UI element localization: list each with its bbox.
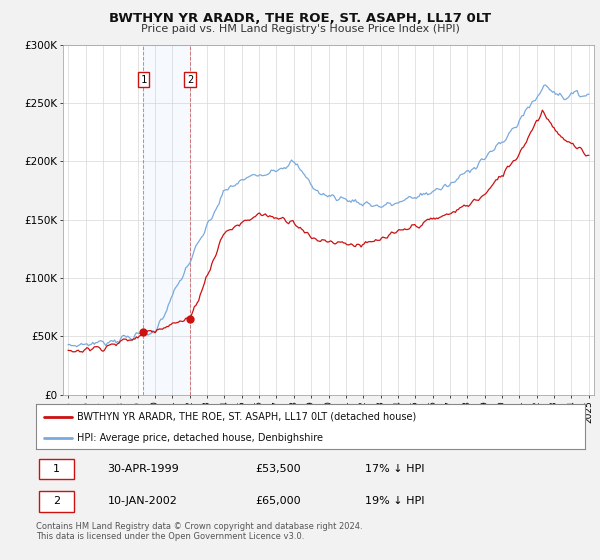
Text: BWTHYN YR ARADR, THE ROE, ST. ASAPH, LL17 0LT (detached house): BWTHYN YR ARADR, THE ROE, ST. ASAPH, LL1… xyxy=(77,412,416,422)
Text: HPI: Average price, detached house, Denbighshire: HPI: Average price, detached house, Denb… xyxy=(77,433,323,443)
FancyBboxPatch shape xyxy=(39,459,74,479)
Text: 2: 2 xyxy=(53,496,60,506)
Text: Contains HM Land Registry data © Crown copyright and database right 2024.
This d: Contains HM Land Registry data © Crown c… xyxy=(36,522,362,542)
Text: 19% ↓ HPI: 19% ↓ HPI xyxy=(365,496,425,506)
Text: 30-APR-1999: 30-APR-1999 xyxy=(107,464,179,474)
Text: £65,000: £65,000 xyxy=(256,496,301,506)
Text: 2: 2 xyxy=(187,75,193,85)
Bar xyxy=(143,45,190,395)
Text: 1: 1 xyxy=(140,75,146,85)
Text: £53,500: £53,500 xyxy=(256,464,301,474)
FancyBboxPatch shape xyxy=(39,491,74,512)
Text: Price paid vs. HM Land Registry's House Price Index (HPI): Price paid vs. HM Land Registry's House … xyxy=(140,24,460,34)
Text: 10-JAN-2002: 10-JAN-2002 xyxy=(107,496,177,506)
Text: 1: 1 xyxy=(53,464,60,474)
Text: 17% ↓ HPI: 17% ↓ HPI xyxy=(365,464,425,474)
Text: BWTHYN YR ARADR, THE ROE, ST. ASAPH, LL17 0LT: BWTHYN YR ARADR, THE ROE, ST. ASAPH, LL1… xyxy=(109,12,491,25)
